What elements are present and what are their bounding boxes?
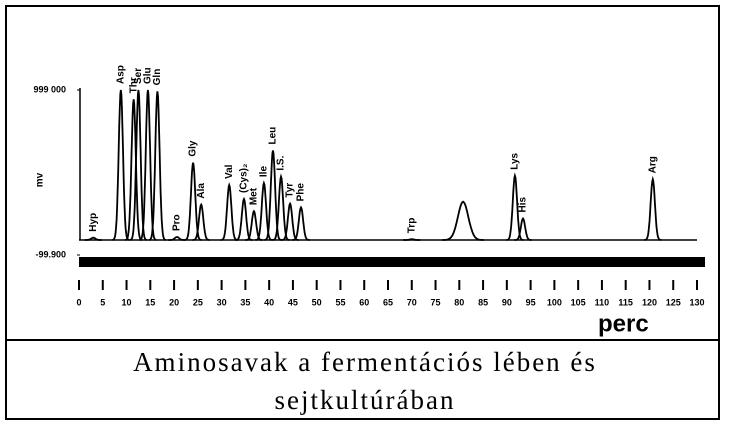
x-tick-label: 55 xyxy=(335,297,345,307)
peak xyxy=(112,89,130,241)
peak-label: Tyr xyxy=(285,183,296,198)
peak xyxy=(644,175,662,241)
x-tick-label: 0 xyxy=(76,297,81,307)
peak xyxy=(148,91,167,241)
x-tick-label: 130 xyxy=(689,297,704,307)
peak-label: Glu xyxy=(143,67,154,84)
peak xyxy=(245,209,263,241)
x-tick-label: 35 xyxy=(240,297,250,307)
x-tick-label: 95 xyxy=(526,297,536,307)
x-tick-label: 85 xyxy=(478,297,488,307)
y-axis-label: mv xyxy=(35,172,46,187)
x-tick-label: 115 xyxy=(618,297,633,307)
x-tick-label: 105 xyxy=(571,297,586,307)
y-tick-label: 999 000 xyxy=(33,84,66,94)
peak xyxy=(129,89,147,241)
peak-label: Arg xyxy=(647,156,658,173)
peak xyxy=(264,150,282,241)
peak-label: Met xyxy=(249,187,260,205)
peak xyxy=(235,196,253,241)
x-tick-label: 110 xyxy=(595,297,610,307)
x-tick-label: 90 xyxy=(502,297,512,307)
peak-label: Ile xyxy=(259,166,270,178)
peak-label: Gly xyxy=(188,140,199,157)
x-tick-label: 60 xyxy=(359,297,369,307)
peak-label: Hyp xyxy=(88,213,99,232)
peak-label: Gln xyxy=(152,69,163,86)
peak-label: (Cys)₂ xyxy=(239,164,250,193)
x-tick-label: 25 xyxy=(193,297,203,307)
peak-label: I.S. xyxy=(276,155,287,170)
y-tick-label: -99.900 xyxy=(35,249,66,259)
x-tick-label: 80 xyxy=(454,297,464,307)
figure-frame xyxy=(5,5,720,420)
peak-label: Phe xyxy=(296,183,307,202)
peak-label: Lys xyxy=(510,152,521,169)
peak xyxy=(220,182,238,241)
peak xyxy=(124,99,143,241)
peak xyxy=(192,202,210,241)
x-tick-label: 125 xyxy=(666,297,681,307)
peak xyxy=(184,162,202,241)
peak-label: Ala xyxy=(196,183,207,199)
peak-label: Trp xyxy=(406,218,417,234)
x-tick-label: 10 xyxy=(122,297,132,307)
peak xyxy=(272,173,290,241)
peak xyxy=(514,216,532,241)
peak xyxy=(168,236,186,241)
peak xyxy=(506,172,524,241)
peak xyxy=(255,180,273,241)
caption: Aminosavak a fermentációs lében és sejtk… xyxy=(133,347,597,415)
peak-label: His xyxy=(518,197,529,213)
peak-label: Thr xyxy=(128,77,139,93)
peak-label: Val xyxy=(224,164,235,179)
x-tick-label: 75 xyxy=(431,297,441,307)
peak xyxy=(442,200,484,241)
peak-label: Leu xyxy=(268,127,279,145)
x-tick-label: 120 xyxy=(642,297,657,307)
peak xyxy=(84,236,102,241)
peak-label: Ser xyxy=(133,68,144,84)
x-tick-label: 5 xyxy=(100,297,105,307)
x-tick-label: 20 xyxy=(169,297,179,307)
x-tick-label: 15 xyxy=(145,297,155,307)
peak xyxy=(139,89,157,241)
x-tick-label: 50 xyxy=(312,297,322,307)
x-axis-label: perc xyxy=(598,310,649,337)
axis-bar xyxy=(79,257,705,267)
x-tick-label: 45 xyxy=(288,297,298,307)
peak-label: Pro xyxy=(172,214,183,231)
peak xyxy=(292,205,310,241)
x-tick-label: 70 xyxy=(407,297,417,307)
peak-label: Asp xyxy=(115,65,126,84)
x-tick-label: 65 xyxy=(383,297,393,307)
x-tick-label: 40 xyxy=(264,297,274,307)
x-tick-label: 100 xyxy=(547,297,562,307)
x-tick-label: 30 xyxy=(217,297,227,307)
peak xyxy=(403,238,421,241)
